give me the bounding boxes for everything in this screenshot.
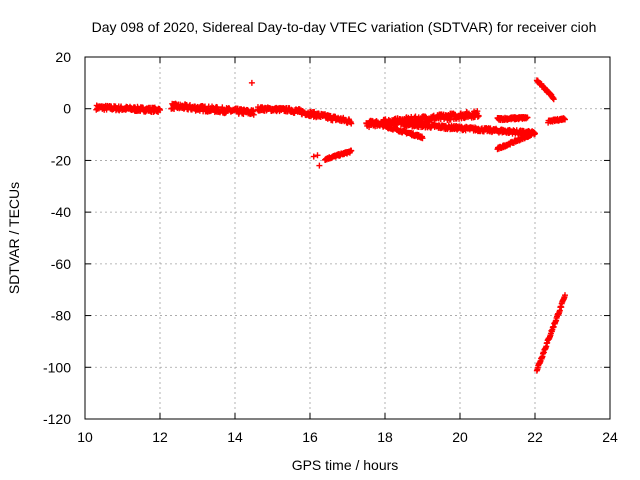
y-tick-label: -100 [43, 359, 71, 375]
data-point [348, 120, 355, 127]
data-point [550, 96, 557, 103]
x-tick-label: 24 [602, 429, 618, 445]
y-tick-label: -20 [51, 152, 71, 168]
x-tick-label: 12 [152, 429, 168, 445]
data-point [474, 108, 481, 115]
axis-ticks [84, 56, 611, 420]
data-point [316, 162, 323, 169]
plot-frame [84, 56, 611, 420]
data-point [419, 135, 426, 142]
data-point [248, 79, 255, 86]
data-point [524, 114, 531, 121]
x-tick-labels: 10 12 14 16 18 20 22 24 [77, 429, 618, 445]
chart-title: Day 098 of 2020, Sidereal Day-to-day VTE… [92, 19, 597, 35]
data-point [219, 104, 226, 111]
x-tick-label: 20 [452, 429, 468, 445]
data-markers [93, 77, 568, 374]
data-point [310, 153, 317, 160]
y-axis-label: SDTVAR / TECUs [6, 182, 22, 294]
y-tick-label: -40 [51, 204, 71, 220]
data-point [348, 147, 355, 154]
y-tick-label: -80 [51, 308, 71, 324]
y-tick-label: 0 [63, 101, 71, 117]
x-tick-label: 22 [527, 429, 543, 445]
data-point [250, 111, 257, 118]
x-axis-label: GPS time / hours [292, 457, 399, 473]
y-tick-label: -120 [43, 411, 71, 427]
x-tick-label: 10 [77, 429, 93, 445]
x-tick-label: 18 [377, 429, 393, 445]
y-tick-label: 20 [55, 49, 71, 65]
y-tick-labels: 20 0 -20 -40 -60 -80 -100 -120 [43, 49, 71, 427]
x-tick-label: 16 [302, 429, 318, 445]
data-point [562, 116, 568, 123]
data-point [314, 152, 321, 159]
y-tick-label: -60 [51, 256, 71, 272]
grid-lines [85, 57, 610, 419]
data-point [562, 292, 568, 299]
data-point [528, 131, 535, 138]
x-tick-label: 14 [227, 429, 243, 445]
data-point [157, 107, 163, 114]
data-point [475, 113, 482, 120]
